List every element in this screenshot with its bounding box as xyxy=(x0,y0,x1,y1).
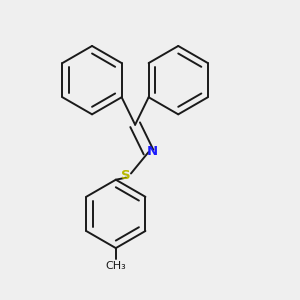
Text: N: N xyxy=(147,145,158,158)
Text: S: S xyxy=(122,169,131,182)
Text: CH₃: CH₃ xyxy=(105,261,126,271)
